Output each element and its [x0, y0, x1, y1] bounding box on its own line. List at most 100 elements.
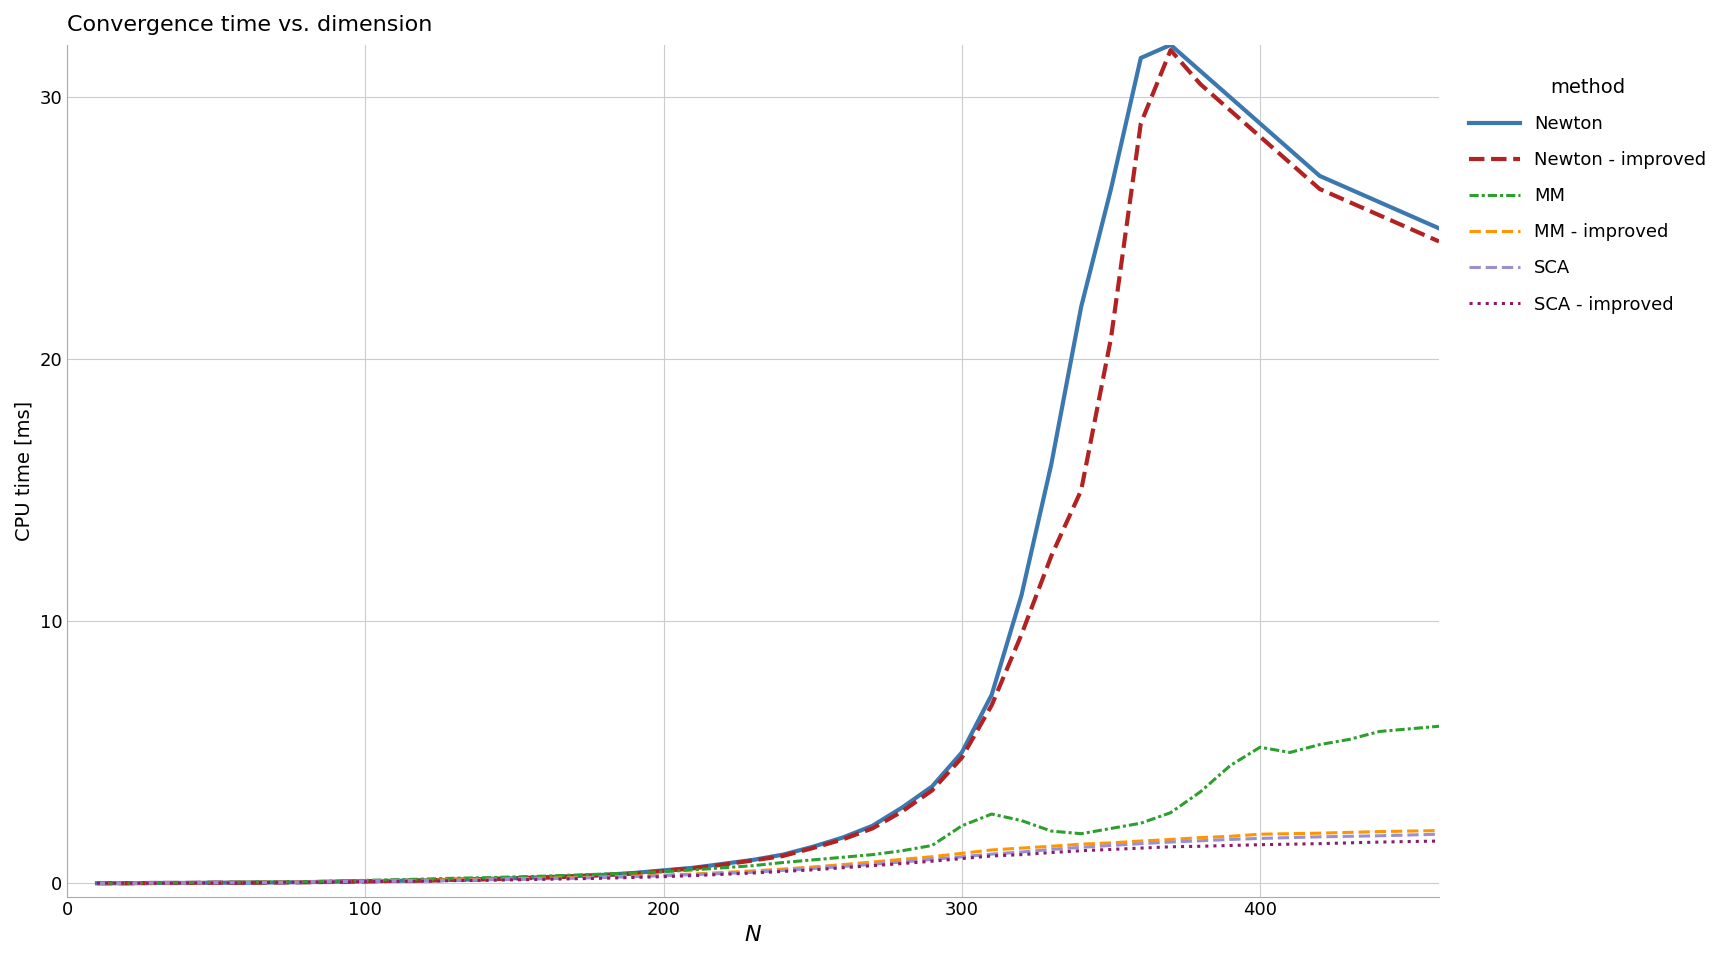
Newton - improved: [1339, 197, 1360, 208]
SCA: [415, 876, 435, 887]
SCA: [892, 856, 912, 868]
SCA: [86, 877, 107, 889]
SCA - improved: [116, 877, 137, 889]
MM: [176, 876, 197, 888]
Newton - improved: [683, 862, 703, 874]
SCA: [772, 865, 793, 876]
MM: [802, 854, 823, 866]
SCA: [354, 876, 375, 887]
SCA: [147, 877, 168, 889]
MM: [1101, 823, 1121, 834]
SCA - improved: [1279, 838, 1299, 850]
Newton - improved: [1191, 79, 1211, 90]
Newton: [1130, 52, 1151, 63]
MM - improved: [505, 873, 525, 884]
SCA - improved: [772, 866, 793, 877]
SCA: [1249, 832, 1270, 844]
Newton - improved: [772, 851, 793, 862]
SCA - improved: [1040, 847, 1061, 858]
MM: [266, 876, 287, 888]
SCA: [563, 873, 584, 884]
Newton - improved: [653, 865, 674, 876]
SCA - improved: [1310, 838, 1331, 850]
MM - improved: [683, 868, 703, 879]
SCA - improved: [1339, 837, 1360, 849]
SCA - improved: [1429, 835, 1450, 847]
Newton: [1369, 197, 1389, 208]
Newton: [1429, 223, 1450, 234]
MM: [653, 866, 674, 877]
MM - improved: [1040, 841, 1061, 852]
MM: [952, 820, 973, 831]
SCA - improved: [176, 877, 197, 889]
SCA: [714, 868, 734, 879]
Newton: [1220, 91, 1241, 103]
SCA: [1011, 847, 1032, 858]
MM - improved: [1220, 830, 1241, 842]
MM: [594, 868, 615, 879]
SCA: [1310, 831, 1331, 843]
MM: [534, 871, 555, 882]
Newton - improved: [354, 876, 375, 887]
MM: [1429, 721, 1450, 732]
Newton - improved: [1400, 223, 1420, 234]
MM: [415, 874, 435, 885]
Newton: [1011, 589, 1032, 601]
Newton - improved: [415, 875, 435, 886]
MM: [743, 860, 764, 872]
Newton: [952, 747, 973, 758]
SCA - improved: [1159, 841, 1180, 852]
MM: [1159, 807, 1180, 819]
SCA - improved: [534, 874, 555, 885]
Line: MM: MM: [97, 727, 1439, 883]
SCA: [802, 863, 823, 875]
SCA: [1040, 844, 1061, 855]
MM: [1011, 815, 1032, 827]
MM: [1130, 818, 1151, 829]
SCA - improved: [1191, 841, 1211, 852]
Newton - improved: [266, 876, 287, 888]
Newton: [892, 802, 912, 813]
SCA: [206, 876, 226, 888]
Newton - improved: [1249, 131, 1270, 142]
SCA: [1400, 829, 1420, 841]
SCA: [444, 875, 465, 886]
SCA: [1220, 833, 1241, 845]
Newton: [415, 875, 435, 886]
SCA - improved: [1400, 836, 1420, 848]
SCA - improved: [594, 873, 615, 884]
Newton - improved: [1159, 44, 1180, 56]
Newton - improved: [505, 873, 525, 884]
MM - improved: [266, 876, 287, 888]
Line: SCA: SCA: [97, 834, 1439, 883]
MM - improved: [952, 848, 973, 859]
Newton: [473, 874, 494, 885]
MM: [505, 871, 525, 882]
MM: [1220, 759, 1241, 771]
MM - improved: [1369, 826, 1389, 837]
SCA - improved: [1130, 842, 1151, 853]
Text: Convergence time vs. dimension: Convergence time vs. dimension: [67, 15, 432, 35]
MM: [116, 877, 137, 889]
MM - improved: [982, 844, 1002, 855]
SCA - improved: [683, 870, 703, 881]
Newton: [266, 876, 287, 888]
X-axis label: N: N: [745, 925, 762, 945]
SCA: [473, 874, 494, 885]
MM - improved: [444, 874, 465, 885]
MM: [892, 845, 912, 856]
Newton: [206, 876, 226, 888]
Newton - improved: [147, 877, 168, 889]
Newton: [1400, 209, 1420, 221]
SCA: [1101, 840, 1121, 852]
MM: [714, 862, 734, 874]
SCA: [952, 851, 973, 862]
Newton: [982, 689, 1002, 701]
MM: [206, 876, 226, 888]
MM - improved: [563, 872, 584, 883]
Newton: [921, 780, 942, 792]
MM: [683, 864, 703, 876]
Newton - improved: [563, 871, 584, 882]
SCA - improved: [982, 851, 1002, 862]
Newton - improved: [176, 877, 197, 889]
